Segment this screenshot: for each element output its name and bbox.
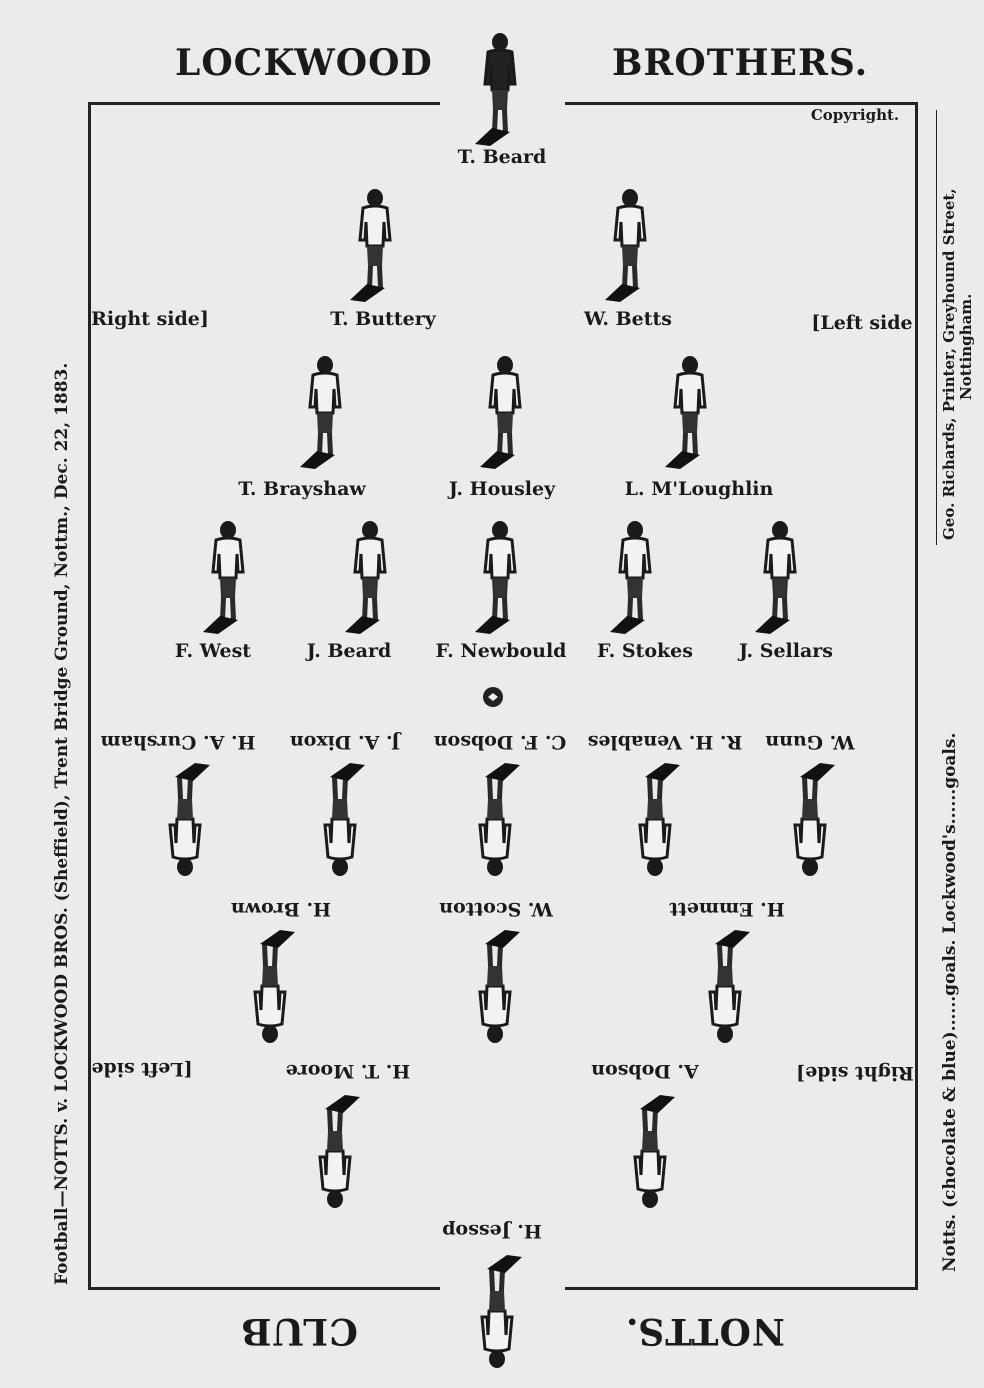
- title-notts: NOTTS.: [625, 1310, 785, 1352]
- player-figure: [660, 355, 720, 474]
- player-figure: [310, 758, 370, 877]
- player-label: H. T. Moore: [285, 1060, 411, 1082]
- lockwood-right-side: Right side]: [91, 308, 209, 330]
- lockwood-left-side: [Left side: [811, 312, 913, 334]
- player-label: H. A. Cursham: [100, 731, 256, 753]
- notts-left-side: [Left side: [91, 1058, 193, 1080]
- player-label: T. Brayshaw: [238, 478, 366, 500]
- player-label: J. Housley: [448, 478, 556, 500]
- player-label: A. Dobson: [591, 1060, 699, 1082]
- frame-top-right: [565, 102, 918, 105]
- player-figure: [475, 355, 535, 474]
- player-label: H. Brown: [230, 898, 332, 920]
- printer-rule: [936, 110, 937, 545]
- player-label: F. Stokes: [597, 640, 693, 662]
- player-figure: [780, 758, 840, 877]
- player-label: L. M'Loughlin: [624, 478, 774, 500]
- player-label: F. Newbould: [435, 640, 567, 662]
- player-figure: [470, 520, 530, 639]
- player-figure: [467, 1250, 527, 1369]
- player-figure: [605, 520, 665, 639]
- printer-city: Nottingham.: [957, 293, 975, 400]
- player-figure: [340, 520, 400, 639]
- printer-line: Geo. Richards, Printer, Greyhound Street…: [940, 188, 958, 540]
- player-figure: [625, 758, 685, 877]
- title-club: CLUB: [240, 1310, 358, 1352]
- player-label: W. Betts: [583, 308, 673, 330]
- player-figure: [465, 925, 525, 1044]
- player-label: H. Emmett: [669, 898, 785, 920]
- player-figure: [155, 758, 215, 877]
- player-label: W. Gunn: [765, 731, 855, 753]
- player-figure: [465, 758, 525, 877]
- player-label: R. H. Venables: [587, 731, 743, 753]
- player-figure: [295, 355, 355, 474]
- player-figure: [240, 925, 300, 1044]
- player-figure: [345, 188, 405, 307]
- player-label: J. Sellars: [738, 640, 834, 662]
- title-brothers: BROTHERS.: [612, 42, 869, 84]
- notts-right-side: Right side]: [796, 1062, 914, 1084]
- player-label: J. A. Dixon: [289, 731, 401, 753]
- player-figure: [198, 520, 258, 639]
- copyright: Copyright.: [810, 106, 900, 124]
- frame-bottom-right: [565, 1287, 918, 1290]
- frame-bottom-left: [88, 1287, 440, 1290]
- player-figure: [620, 1090, 680, 1209]
- player-label: F. West: [174, 640, 252, 662]
- player-figure: [470, 32, 530, 151]
- player-label: C. F. Dobson: [433, 731, 567, 753]
- player-figure: [305, 1090, 365, 1209]
- player-label: T. Buttery: [330, 308, 436, 330]
- frame-right: [915, 102, 918, 1290]
- match-caption: Football—NOTTS. v. LOCKWOOD BROS. (Sheff…: [52, 362, 72, 1285]
- player-figure: [600, 188, 660, 307]
- player-label: J. Beard: [306, 640, 392, 662]
- player-label: W. Scotton: [439, 898, 553, 920]
- player-label: T. Beard: [457, 146, 547, 168]
- player-label: H. Jessop: [442, 1220, 542, 1242]
- frame-left: [88, 102, 91, 1290]
- score-line: Notts. (chocolate & blue)......goals. Lo…: [940, 732, 960, 1272]
- player-figure: [695, 925, 755, 1044]
- title-lockwood: LOCKWOOD: [175, 42, 433, 84]
- player-figure: [750, 520, 810, 639]
- frame-top-left: [88, 102, 440, 105]
- football-icon: [483, 687, 503, 707]
